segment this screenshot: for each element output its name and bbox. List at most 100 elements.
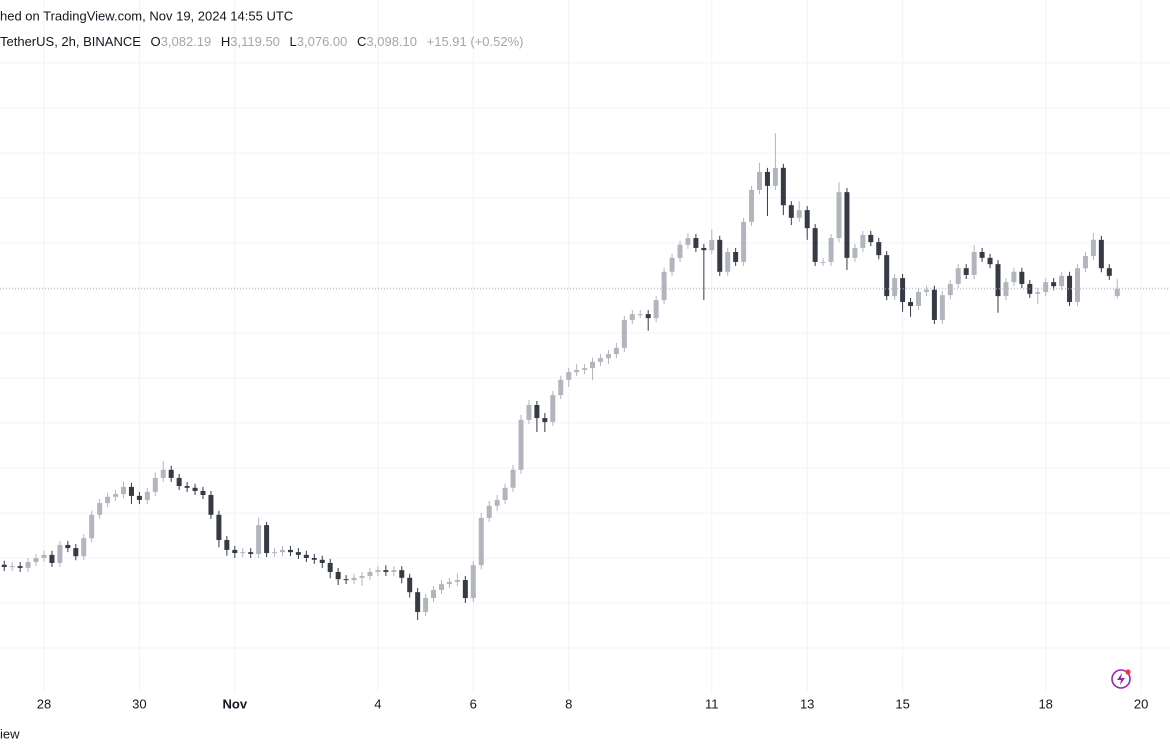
candle-body (41, 554, 47, 558)
candle-body (1043, 282, 1049, 293)
candle-body (264, 525, 270, 554)
candle-body (939, 295, 945, 320)
candle-body (502, 487, 508, 500)
candle-body (105, 496, 111, 504)
legend-value: 3,119.50 (230, 34, 280, 49)
candle-body (97, 503, 103, 515)
candle-body (931, 289, 937, 320)
candle-body (653, 300, 659, 319)
candle-body (995, 264, 1001, 297)
candle-body (168, 469, 174, 478)
candle-body (415, 592, 421, 612)
candle-body (494, 499, 500, 506)
icon-ring (1111, 669, 1131, 689)
candle-body (590, 361, 596, 369)
candle-body (311, 558, 317, 560)
candle-body (383, 570, 389, 572)
candle-body (439, 584, 444, 590)
candle-body (462, 580, 468, 599)
published-line: hed on TradingView.com, Nov 19, 2024 14:… (0, 8, 293, 23)
candle-body (701, 247, 707, 251)
x-tick-label: Nov (223, 696, 248, 711)
candle-body (844, 192, 850, 258)
candle-body (17, 566, 23, 568)
candle-body (272, 552, 278, 554)
candle-body (733, 252, 739, 262)
candle-body (598, 358, 603, 362)
candle-body (144, 491, 150, 500)
icon-bolt (1117, 673, 1125, 685)
candle-body (852, 247, 858, 258)
candle-body (248, 552, 254, 554)
candle-body (566, 372, 572, 380)
candle-body (900, 278, 906, 302)
candle-body (89, 514, 95, 539)
legend-label: H (221, 34, 230, 49)
candle-body (764, 171, 770, 186)
candle-body (216, 514, 222, 540)
candle-body (876, 242, 882, 256)
candle-body (486, 505, 492, 518)
candle-body (836, 192, 842, 239)
candle-body (1019, 271, 1025, 284)
candle-body (621, 319, 627, 348)
candle-body (359, 576, 365, 578)
candle-body (923, 289, 929, 293)
candle-body (757, 171, 762, 190)
legend-value: 3,082.19 (161, 34, 212, 49)
candle-body (33, 558, 39, 563)
candle-body (828, 238, 834, 262)
legend-label: L (290, 34, 297, 49)
candle-body (685, 238, 691, 245)
candle-body (319, 559, 325, 563)
candle-body (470, 565, 476, 599)
candle-body (399, 570, 405, 578)
candle-body (391, 570, 397, 572)
candle-body (81, 538, 87, 557)
candle-body (1011, 271, 1017, 283)
candle-body (303, 554, 309, 558)
candle-body (717, 239, 723, 272)
candle-body (550, 395, 556, 423)
candle-body (287, 549, 293, 553)
candle-body (327, 562, 333, 572)
candle-body (1090, 239, 1096, 257)
candle-body (335, 571, 341, 580)
x-tick-label: 8 (565, 696, 572, 711)
candle-body (121, 486, 126, 495)
candle-body (446, 581, 452, 585)
candle-body (820, 261, 826, 263)
x-tick-label: 6 (470, 696, 477, 711)
candle-body (780, 167, 786, 206)
x-tick-label: 18 (1038, 696, 1052, 711)
candle-body (1059, 275, 1065, 287)
candle-body (128, 486, 134, 496)
candle-body (1067, 275, 1073, 302)
candle-body (788, 205, 794, 218)
icon-dot (1125, 669, 1131, 675)
candle-body (1098, 239, 1104, 269)
candle-body (256, 525, 262, 554)
candle-body (669, 257, 675, 272)
candles (0, 133, 1170, 621)
candle-body (1106, 268, 1112, 276)
candle-body (725, 252, 731, 272)
candle-body (1082, 256, 1088, 269)
candle-body (804, 210, 810, 229)
candle-body (208, 495, 214, 515)
candle-body (749, 189, 755, 222)
legend-label: C (357, 34, 366, 49)
candle-body (375, 570, 381, 572)
candle-body (113, 494, 119, 497)
candle-body (884, 255, 890, 297)
icon[interactable] (1111, 669, 1131, 689)
candle-body (963, 268, 969, 275)
x-tick-label: 30 (132, 696, 146, 711)
x-tick-label: 11 (705, 696, 719, 711)
candle-body (908, 301, 914, 306)
candle-body (184, 486, 190, 488)
candle-body (987, 257, 993, 265)
candle-body (57, 544, 63, 563)
